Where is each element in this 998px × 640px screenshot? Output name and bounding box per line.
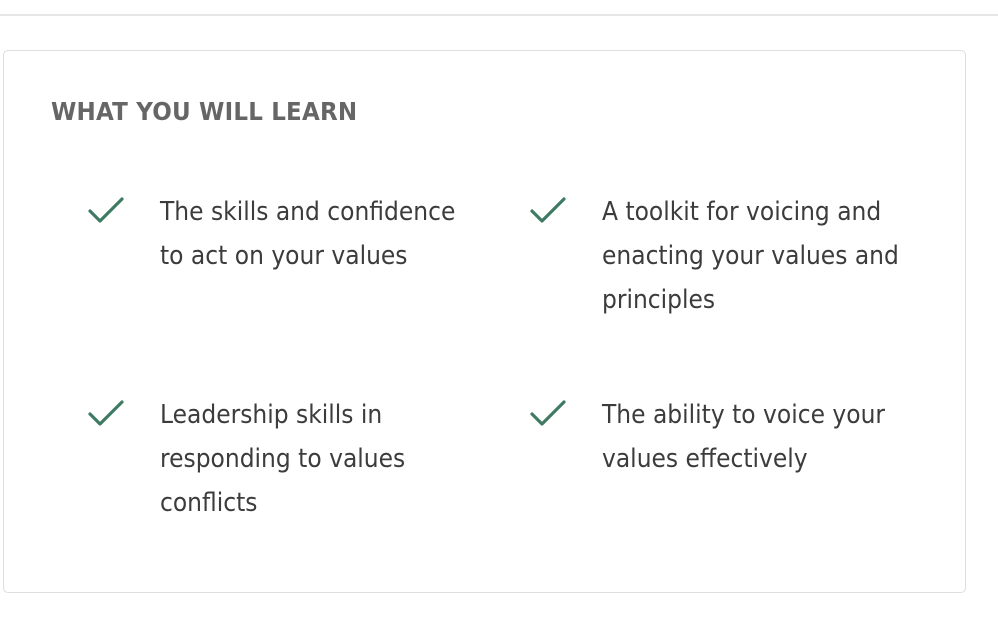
learn-item-text: The ability to voice your values effecti… bbox=[602, 400, 886, 474]
top-divider bbox=[0, 14, 998, 16]
learn-item-text: The skills and confidence to act on your… bbox=[160, 197, 456, 271]
what-you-will-learn-card: WHAT YOU WILL LEARN The skills and confi… bbox=[3, 50, 966, 593]
learn-item-text: Leadership skills in responding to value… bbox=[160, 400, 406, 518]
learn-item-text: A toolkit for voicing and enacting your … bbox=[602, 197, 899, 315]
check-icon bbox=[530, 400, 566, 426]
check-icon bbox=[530, 197, 566, 223]
section-title: WHAT YOU WILL LEARN bbox=[51, 97, 358, 126]
check-icon bbox=[88, 400, 124, 426]
check-icon bbox=[88, 197, 124, 223]
